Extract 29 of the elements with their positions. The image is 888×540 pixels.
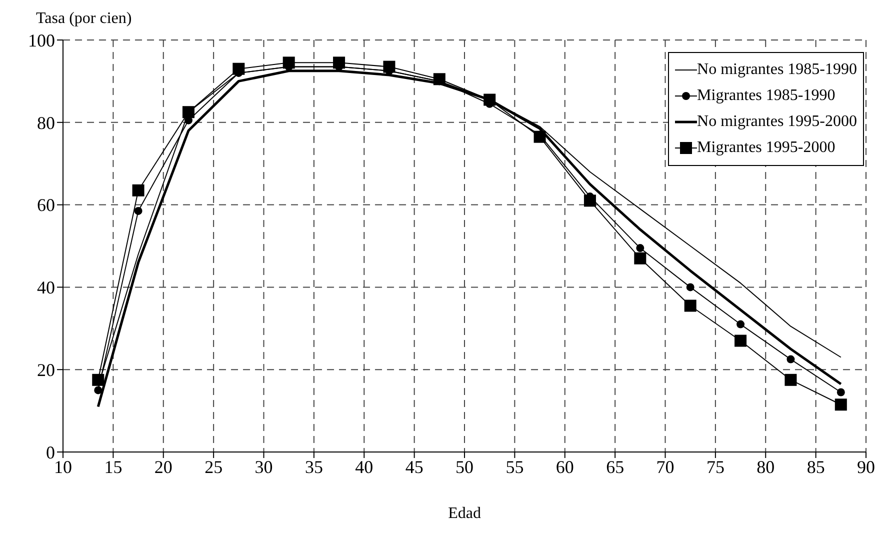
x-tick-label: 35 (304, 456, 323, 477)
x-tick-label: 40 (355, 456, 374, 477)
y-tick-label: 80 (37, 112, 55, 133)
x-tick-label: 60 (556, 456, 574, 477)
legend-label: No migrantes 1985-1990 (697, 61, 857, 79)
y-tick-label: 100 (28, 30, 55, 50)
x-tick-label: 75 (706, 456, 724, 477)
x-axis-title: Edad (448, 505, 481, 522)
x-tick-label: 65 (606, 456, 624, 477)
x-tick-label: 85 (806, 456, 825, 477)
x-tick-label: 55 (506, 456, 524, 477)
x-tick-label: 50 (456, 456, 474, 477)
y-axis-title: Tasa (por cien) (36, 10, 132, 28)
x-tick-label: 10 (54, 456, 72, 477)
legend-label: Migrantes 1985-1990 (697, 87, 836, 105)
x-tick-label: 25 (204, 456, 223, 477)
x-tick-label: 90 (857, 456, 875, 477)
legend-label: No migrantes 1995-2000 (697, 113, 857, 131)
y-tick-label: 60 (37, 195, 55, 216)
y-tick-label: 20 (37, 360, 55, 380)
x-tick-label: 30 (254, 456, 273, 477)
x-tick-label: 45 (405, 456, 424, 477)
x-tick-label: 20 (154, 456, 172, 477)
y-tick-label: 0 (46, 442, 55, 462)
x-tick-label: 70 (656, 456, 674, 477)
x-tick-label: 15 (104, 456, 122, 477)
y-tick-label: 40 (37, 278, 55, 298)
x-tick-label: 80 (756, 456, 775, 477)
legend-label: Migrantes 1995-2000 (697, 139, 836, 157)
